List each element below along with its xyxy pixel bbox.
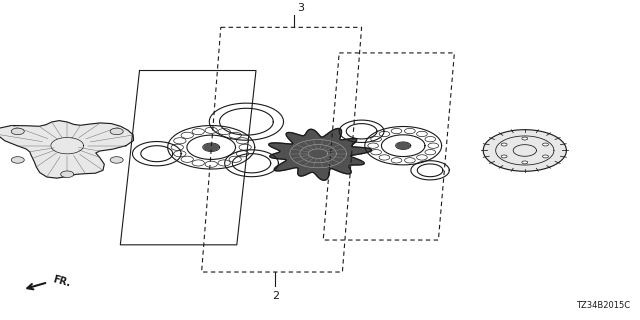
Circle shape	[12, 128, 24, 135]
Polygon shape	[269, 129, 372, 180]
Circle shape	[543, 155, 548, 158]
Text: 2: 2	[271, 291, 279, 300]
Circle shape	[61, 171, 74, 178]
Circle shape	[396, 142, 410, 149]
Text: TZ34B2015C: TZ34B2015C	[576, 301, 630, 310]
Circle shape	[203, 143, 220, 151]
Text: 3: 3	[298, 3, 305, 13]
Circle shape	[501, 143, 507, 146]
Circle shape	[522, 137, 528, 140]
Text: FR.: FR.	[51, 275, 71, 289]
Circle shape	[543, 143, 548, 146]
Circle shape	[12, 157, 24, 163]
Circle shape	[501, 155, 507, 158]
Circle shape	[110, 157, 123, 163]
Polygon shape	[0, 121, 134, 178]
Polygon shape	[483, 130, 566, 171]
Circle shape	[110, 128, 123, 135]
Circle shape	[522, 161, 528, 164]
